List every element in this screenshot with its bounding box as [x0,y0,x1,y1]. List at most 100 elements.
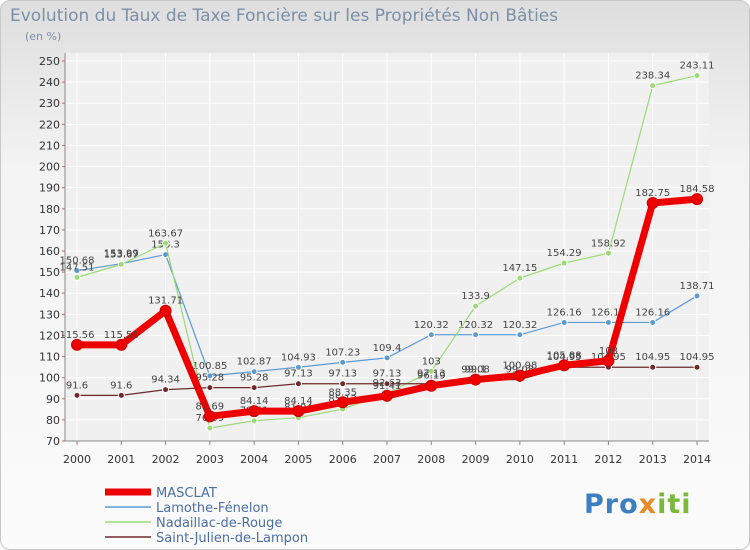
data-point-lamothe [604,318,612,326]
data-label-saint_julien: 97.13 [373,369,402,380]
data-label-masclat: 105.88 [547,350,582,361]
data-label-masclat: 96.19 [417,371,446,382]
data-point-nadaillac [604,249,612,257]
data-point-lamothe [73,267,81,275]
data-label-lamothe: 138.71 [680,281,715,292]
data-label-saint_julien: 95.28 [196,373,225,384]
data-point-lamothe [206,372,214,380]
y-tick-label: 90 [46,393,60,406]
y-tick-label: 100 [39,372,60,385]
data-point-masclat [115,338,128,351]
data-point-saint_julien [693,363,701,371]
data-label-lamothe: 100.85 [192,361,227,372]
data-label-saint_julien: 95.28 [240,373,269,384]
data-label-nadaillac: 243.11 [680,61,715,72]
data-point-saint_julien [339,380,347,388]
data-label-masclat: 84.14 [240,396,269,407]
data-point-masclat [336,396,349,409]
data-point-lamothe [693,292,701,300]
data-label-masclat: 88.35 [328,387,357,398]
data-label-lamothe: 120.32 [502,320,537,331]
data-point-masclat [248,405,261,418]
x-tick-label: 2002 [152,453,180,466]
data-point-nadaillac [472,302,480,310]
data-label-saint_julien: 104.95 [635,352,670,363]
legend-label-nadaillac: Nadaillac-de-Rouge [156,516,282,531]
data-point-nadaillac [73,273,81,281]
data-point-nadaillac [117,260,125,268]
data-point-masclat [646,196,659,209]
data-point-nadaillac [206,424,214,432]
y-tick-label: 160 [39,245,60,258]
data-label-nadaillac: 154.29 [547,248,582,259]
data-label-masclat: 108 [599,346,618,357]
data-point-lamothe [427,331,435,339]
data-point-masclat [425,379,438,392]
data-point-saint_julien [294,380,302,388]
y-tick-label: 240 [39,76,60,89]
data-point-masclat [203,410,216,423]
y-tick-label: 170 [39,224,60,237]
data-label-lamothe: 104.93 [281,352,316,363]
y-tick-label: 220 [39,118,60,131]
data-point-saint_julien [117,391,125,399]
data-point-lamothe [294,363,302,371]
data-label-masclat: 99.1 [464,365,486,376]
y-tick-label: 80 [46,414,60,427]
data-point-masclat [292,405,305,418]
data-label-masclat: 81.69 [196,401,225,412]
data-label-saint_julien: 97.13 [417,369,446,380]
chart-title: Evolution du Taux de Taxe Foncière sur l… [10,6,559,26]
data-point-saint_julien [649,363,657,371]
data-label-masclat: 182.75 [635,188,670,199]
data-label-lamothe: 150.68 [60,256,95,267]
data-label-nadaillac: 153.67 [104,249,139,260]
data-point-nadaillac [162,239,170,247]
legend-label-saint_julien: Saint-Julien-de-Lampon [156,531,308,546]
data-label-nadaillac: 147.51 [60,262,95,273]
data-label-saint_julien: 94.34 [151,375,180,386]
data-point-masclat [602,354,615,367]
data-point-nadaillac [427,367,435,375]
y-tick-label: 190 [39,182,60,195]
y-tick-label: 130 [39,308,60,321]
data-label-saint_julien: 91.6 [66,380,88,391]
x-tick-label: 2000 [63,453,91,466]
data-label-masclat: 91.41 [373,381,402,392]
x-tick-label: 2005 [284,453,312,466]
x-tick-label: 2004 [240,453,268,466]
proxiti-logo: Proxiti [584,489,692,520]
data-label-masclat: 184.58 [680,184,715,195]
data-point-saint_julien [73,391,81,399]
data-point-nadaillac [250,417,258,425]
y-tick-label: 250 [39,55,60,68]
y-tick-label: 230 [39,97,60,110]
data-point-masclat [558,359,571,372]
y-tick-label: 180 [39,203,60,216]
data-point-masclat [691,193,703,206]
data-label-nadaillac: 163.67 [148,228,183,239]
data-label-saint_julien: 99.08 [461,365,490,376]
x-tick-label: 2012 [594,453,622,466]
data-point-masclat [469,373,482,386]
data-label-saint_julien: 97.13 [284,369,313,380]
legend-label-lamothe: Lamothe-Fénelon [156,501,269,516]
data-point-masclat [71,338,83,351]
data-point-masclat [381,389,393,402]
x-tick-label: 2006 [329,453,357,466]
data-point-nadaillac [649,82,657,90]
legend-label-masclat: MASCLAT [156,486,217,501]
data-point-saint_julien [250,384,258,392]
data-point-saint_julien [383,380,391,388]
data-label-lamothe: 126.16 [547,307,582,318]
data-point-lamothe [250,368,258,376]
data-label-lamothe: 107.23 [325,347,360,358]
data-label-lamothe: 126.16 [635,307,670,318]
data-label-masclat: 100.98 [502,361,537,372]
data-point-masclat [513,369,526,382]
y-tick-label: 200 [39,161,60,174]
data-label-lamothe: 120.32 [458,320,493,331]
data-point-lamothe [560,318,568,326]
